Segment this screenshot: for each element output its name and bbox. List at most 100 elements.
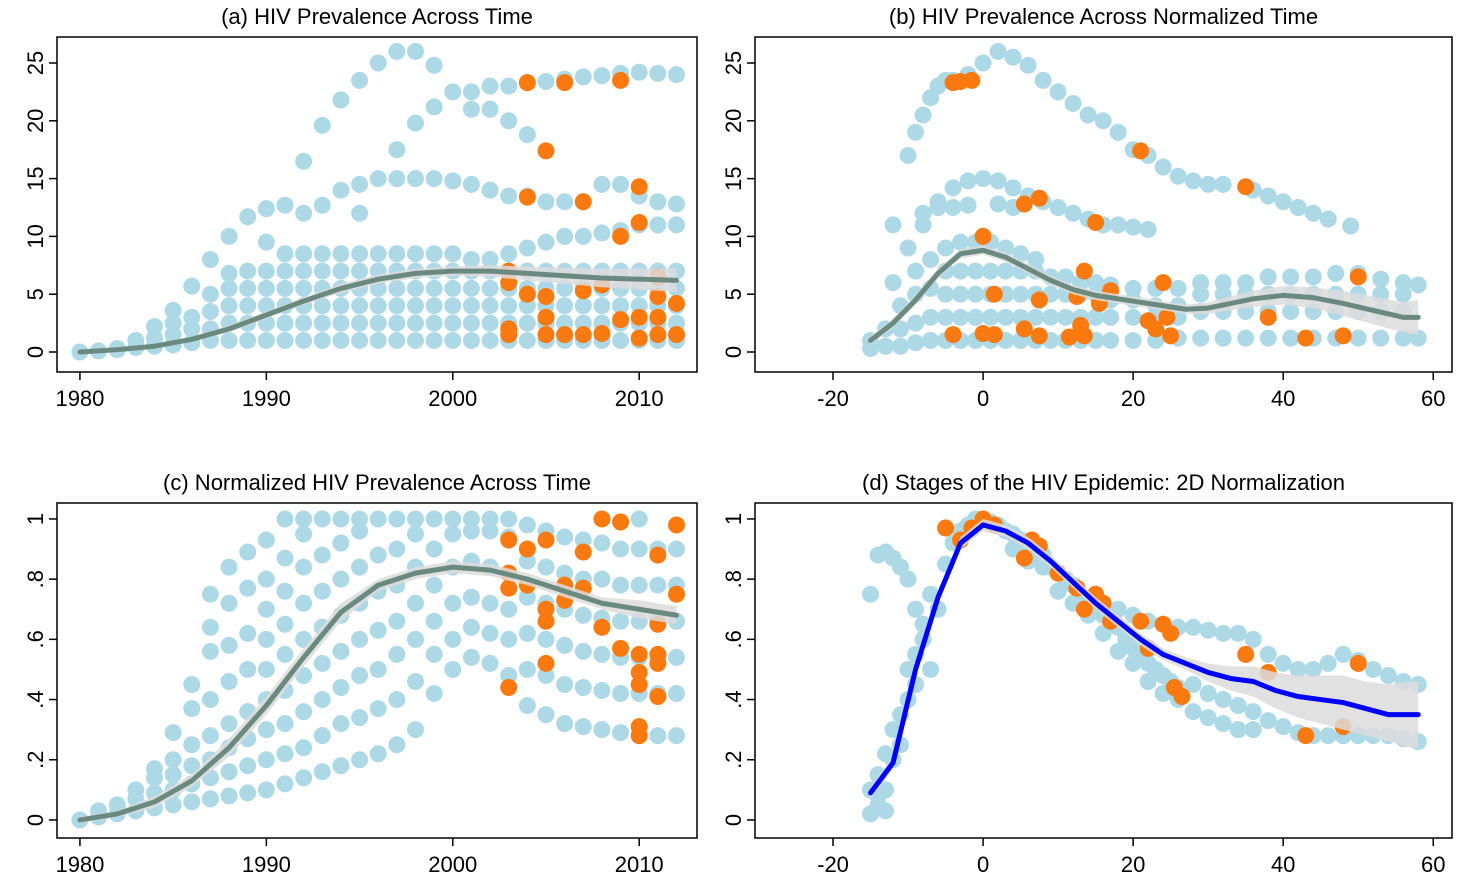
y-tick-label: 5 [23, 288, 48, 300]
x-tick-label: 1980 [55, 386, 104, 411]
point [257, 200, 275, 218]
point [556, 297, 574, 315]
point [201, 285, 219, 303]
x-tick-label: 20 [1121, 386, 1145, 411]
point [1173, 688, 1191, 706]
point [295, 279, 313, 297]
y-tick-label: .6 [721, 630, 746, 648]
point [1372, 270, 1390, 288]
point [276, 615, 294, 633]
point [220, 331, 238, 349]
point [1139, 220, 1157, 238]
point [612, 612, 630, 630]
point [1042, 308, 1060, 326]
point [425, 98, 443, 116]
x-tick-label: 2000 [428, 852, 477, 877]
point [1109, 123, 1127, 141]
y-tick-label: 5 [721, 288, 746, 300]
point [922, 660, 940, 678]
point [146, 318, 164, 336]
point [369, 54, 387, 72]
point [406, 297, 424, 315]
point [667, 516, 685, 534]
point [332, 715, 350, 733]
x-tick-label: 1990 [242, 386, 291, 411]
point [1184, 172, 1202, 190]
point [444, 510, 462, 528]
point [593, 510, 611, 528]
point [593, 67, 611, 85]
y-tick-label: 20 [23, 109, 48, 133]
point [1244, 703, 1262, 721]
point [295, 703, 313, 721]
point [518, 588, 536, 606]
point [369, 510, 387, 528]
point [146, 760, 164, 778]
point [1027, 251, 1045, 269]
point [1282, 303, 1300, 321]
point [276, 582, 294, 600]
point [444, 630, 462, 648]
point [313, 297, 331, 315]
point [481, 522, 499, 540]
point [164, 766, 182, 784]
point [974, 170, 992, 188]
plot-content [862, 42, 1427, 358]
point [1259, 712, 1277, 730]
y-tick-label: 10 [721, 224, 746, 248]
point [1109, 216, 1127, 234]
point [630, 329, 648, 347]
point [369, 621, 387, 639]
plot-frame [754, 36, 1453, 373]
point [1214, 175, 1232, 193]
point [239, 262, 257, 280]
point [1334, 645, 1352, 663]
point [574, 193, 592, 211]
point [892, 337, 910, 355]
point [220, 672, 238, 690]
point [997, 308, 1015, 326]
point [295, 739, 313, 757]
point [1304, 268, 1322, 286]
plot-frame [56, 502, 698, 839]
point [1124, 654, 1142, 672]
point [462, 297, 480, 315]
point [518, 624, 536, 642]
x-tick-label: 1990 [242, 852, 291, 877]
point [649, 288, 667, 306]
point [462, 251, 480, 269]
y-tick-label: 0 [23, 346, 48, 358]
point [1012, 245, 1030, 263]
point [332, 262, 350, 280]
point [1132, 142, 1150, 160]
point [183, 793, 201, 811]
point [332, 510, 350, 528]
point [1282, 268, 1300, 286]
point [937, 308, 955, 326]
point [593, 534, 611, 552]
point [1274, 718, 1292, 736]
point [164, 301, 182, 319]
point [444, 245, 462, 263]
point [313, 546, 331, 564]
point [899, 570, 917, 588]
point [1049, 199, 1067, 217]
point [1030, 291, 1048, 309]
point [1274, 654, 1292, 672]
point [444, 594, 462, 612]
point [1154, 274, 1172, 292]
point [351, 262, 369, 280]
point [967, 285, 985, 303]
point [201, 642, 219, 660]
point [1409, 276, 1427, 294]
point [649, 546, 667, 564]
point [295, 262, 313, 280]
y-tick-label: .2 [721, 751, 746, 769]
point [183, 308, 201, 326]
point [1237, 645, 1255, 663]
point [593, 645, 611, 663]
point [907, 334, 925, 352]
point [313, 262, 331, 280]
point [351, 297, 369, 315]
point [444, 331, 462, 349]
